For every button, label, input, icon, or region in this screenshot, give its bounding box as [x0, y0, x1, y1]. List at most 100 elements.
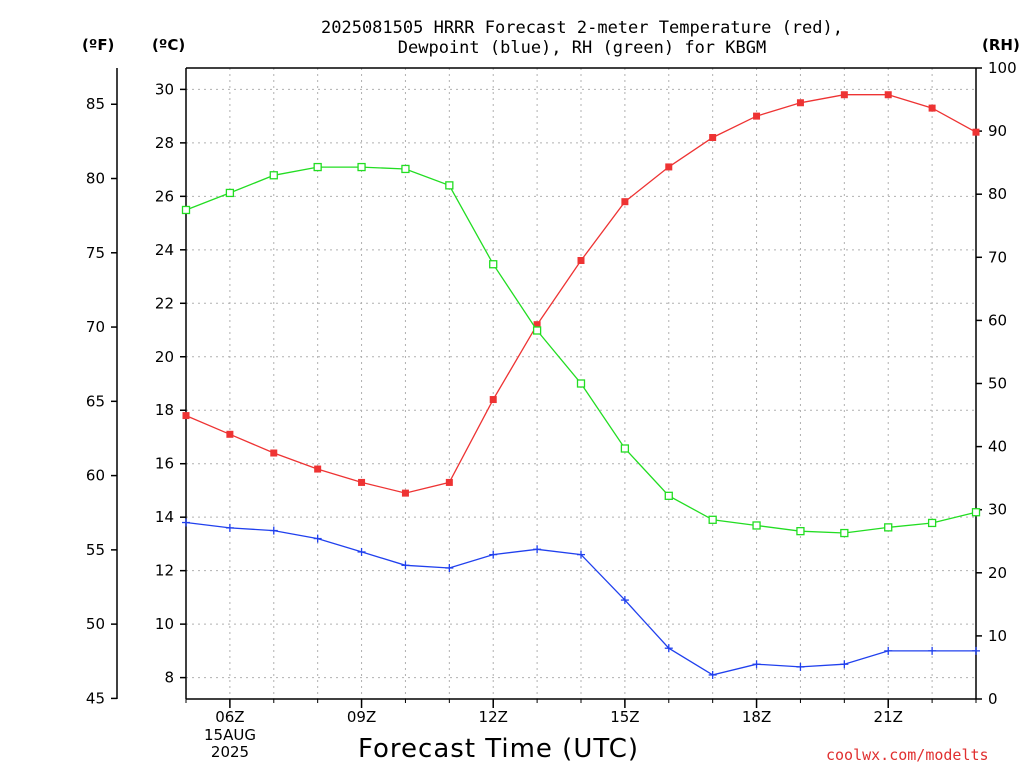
temperature-point [314, 465, 322, 473]
rh-point [971, 508, 981, 517]
temperature-point [621, 198, 629, 206]
temperature-point [972, 128, 980, 136]
dewpoint-point [269, 526, 278, 535]
dewpoint-point [313, 534, 322, 543]
rh-point [752, 521, 761, 530]
rh-tick-label: 80 [988, 185, 1007, 203]
celsius-tick-label: 24 [155, 241, 174, 259]
fahrenheit-tick-label: 80 [86, 170, 105, 188]
dewpoint-point [752, 660, 761, 669]
dewpoint-point [445, 563, 454, 572]
temperature-point [577, 257, 585, 265]
dewpoint-point [620, 596, 629, 605]
fahrenheit-tick-label: 55 [86, 541, 105, 559]
fahrenheit-unit-label: (ºF) [82, 36, 115, 54]
celsius-tick-label: 28 [155, 134, 174, 152]
rh-point [796, 527, 805, 536]
temperature-point [709, 134, 717, 142]
temperature-point [796, 99, 804, 107]
dewpoint-point [840, 660, 849, 669]
temperature-point [840, 91, 848, 99]
celsius-tick-label: 30 [155, 80, 174, 98]
celsius-unit-label: (ºC) [152, 36, 186, 54]
temperature-point [489, 396, 497, 404]
dewpoint-point [182, 518, 190, 527]
rh-tick-label: 90 [988, 122, 1007, 140]
credit-link[interactable]: coolwx.com/modelts [826, 746, 989, 764]
fahrenheit-tick-label: 45 [86, 689, 105, 707]
x-axis-title: Forecast Time (UTC) [358, 734, 640, 764]
celsius-tick-label: 14 [155, 508, 174, 526]
rh-point [532, 326, 542, 335]
rh-point [620, 444, 630, 453]
celsius-tick-label: 26 [155, 187, 174, 205]
x-tick-label: 09Z [347, 708, 376, 726]
x-tick-label: 15Z [610, 708, 639, 726]
celsius-tick-label: 12 [155, 562, 174, 580]
dewpoint-point [884, 646, 893, 655]
date-day-label: 15AUG [204, 726, 256, 744]
celsius-tick-label: 16 [155, 455, 174, 473]
rh-tick-label: 70 [988, 248, 1007, 266]
date-year-label: 2025 [210, 743, 250, 761]
fahrenheit-tick-label: 65 [86, 392, 105, 410]
celsius-tick-label: 20 [155, 348, 174, 366]
dewpoint-point [225, 523, 234, 532]
dewpoint-point [401, 561, 410, 570]
dewpoint-point [708, 670, 717, 679]
temperature-point [358, 478, 366, 486]
temperature-point [270, 449, 278, 457]
temperature-point [401, 489, 409, 497]
temperature-point [928, 104, 936, 112]
dewpoint-point [664, 644, 673, 653]
x-tick-label: 12Z [479, 708, 508, 726]
x-tick-label: 21Z [874, 708, 903, 726]
temperature-point [533, 321, 541, 329]
x-tick-label: 06Z [215, 708, 244, 726]
rh-tick-label: 50 [988, 375, 1007, 393]
series-lines [181, 91, 981, 679]
temperature-point [182, 412, 190, 420]
dewpoint-point [533, 545, 542, 554]
celsius-tick-label: 18 [155, 401, 174, 419]
celsius-tick-label: 8 [164, 669, 174, 687]
celsius-tick-label: 10 [155, 615, 174, 633]
fahrenheit-tick-label: 75 [86, 244, 105, 262]
rh-point [840, 528, 849, 538]
temperature-point [665, 163, 673, 171]
rh-point [927, 518, 937, 528]
dewpoint-point [928, 646, 937, 655]
rh-point [181, 205, 191, 215]
rh-point [489, 260, 498, 269]
rh-point [225, 188, 235, 198]
rh-tick-label: 0 [988, 690, 998, 708]
temperature-point [445, 478, 453, 486]
chart-title-line-2: Dewpoint (blue), RH (green) for KBGM [397, 38, 767, 58]
fahrenheit-tick-label: 60 [86, 467, 105, 485]
fahrenheit-tick-label: 70 [86, 318, 105, 336]
dewpoint-point [972, 646, 980, 655]
rh-point [445, 181, 454, 190]
rh-tick-label: 20 [988, 564, 1007, 582]
rh-point [313, 162, 322, 172]
temperature-point [226, 430, 234, 438]
rh-unit-label: (RH) [982, 36, 1020, 54]
temperature-point [884, 91, 892, 99]
rh-tick-label: 30 [988, 501, 1007, 519]
rh-tick-label: 10 [988, 627, 1007, 645]
rh-point [576, 379, 586, 388]
rh-tick-label: 100 [988, 59, 1017, 77]
rh-tick-label: 40 [988, 438, 1007, 456]
temperature-point [753, 112, 761, 120]
fahrenheit-tick-label: 50 [86, 615, 105, 633]
rh-point [708, 515, 717, 524]
temperature-series-line [185, 94, 977, 494]
rh-point [357, 162, 366, 172]
dewpoint-series-line [185, 521, 976, 676]
tick-labels: 06Z 09Z 12Z 15Z 18Z 21Z 8 10 12 14 16 18 20 22 24 26 28 3… [86, 59, 1017, 726]
dewpoint-point [577, 550, 585, 559]
dewpoint-point [796, 662, 805, 671]
x-tick-label: 18Z [742, 708, 771, 726]
dewpoint-point [489, 550, 498, 559]
